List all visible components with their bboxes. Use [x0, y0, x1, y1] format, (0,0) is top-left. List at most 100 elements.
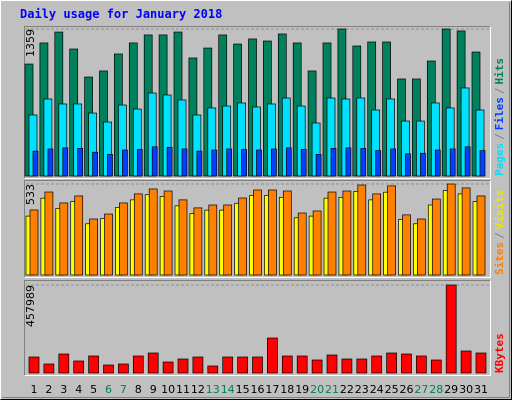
bar [371, 355, 383, 374]
bar [267, 337, 278, 374]
panel-frame [24, 280, 491, 376]
x-tick-label: 30 [459, 383, 473, 396]
x-tick-label: 13 [206, 383, 220, 396]
bar [464, 146, 471, 177]
bar [417, 218, 426, 276]
legend-entry: Hits [493, 58, 506, 85]
bar [360, 148, 367, 177]
bar [375, 150, 382, 177]
bar [479, 150, 486, 177]
bar [445, 284, 457, 374]
bar [312, 210, 322, 276]
bar [281, 355, 293, 374]
bar [253, 189, 262, 276]
bar [420, 152, 426, 177]
bar [119, 202, 128, 276]
bar [88, 355, 99, 374]
x-tick-label: 27 [414, 383, 428, 396]
bar [107, 154, 113, 177]
bar [372, 193, 382, 276]
bar [405, 153, 411, 177]
x-tick-label: 4 [75, 383, 82, 396]
legend-entry: KBytes [493, 333, 506, 373]
legend-separator: / [493, 232, 506, 239]
bar [430, 359, 442, 374]
bar [178, 199, 188, 276]
bar [73, 360, 85, 374]
bar [357, 184, 367, 276]
legend-separator: / [493, 133, 506, 140]
bar [223, 204, 233, 276]
bar [460, 350, 472, 374]
bar [192, 356, 204, 374]
bar [342, 190, 352, 276]
bar [345, 147, 352, 177]
bar [166, 146, 173, 177]
x-tick-label: 9 [150, 383, 157, 396]
bar [401, 353, 412, 374]
x-tick-label: 5 [90, 383, 97, 396]
bar [434, 149, 441, 177]
bar [222, 356, 234, 374]
bar [59, 202, 69, 276]
legend-separator: / [493, 87, 506, 94]
x-tick-label: 12 [191, 383, 205, 396]
legend: KBytes [493, 333, 506, 373]
bar [162, 361, 174, 374]
x-tick-label: 26 [400, 383, 414, 396]
x-tick-label: 15 [236, 383, 250, 396]
bar [282, 190, 292, 276]
x-tick-label: 10 [161, 383, 175, 396]
x-tick-label: 1 [31, 383, 38, 396]
x-tick-label: 17 [265, 383, 279, 396]
legend-entry: Files [493, 97, 506, 130]
bar [431, 198, 441, 276]
bar [300, 149, 307, 177]
bar [151, 146, 158, 177]
panel-frame [24, 180, 491, 278]
chart-title: Daily usage for January 2018 [20, 7, 222, 21]
bar [181, 148, 188, 177]
bar [330, 148, 337, 177]
bar [475, 352, 487, 374]
bar [226, 148, 233, 177]
x-tick-label: 31 [474, 383, 488, 396]
bar [341, 358, 353, 374]
bar [327, 191, 337, 276]
x-tick-label: 3 [60, 383, 67, 396]
bar [241, 149, 247, 177]
x-tick-label: 14 [221, 383, 235, 396]
bar [74, 195, 84, 276]
bar [211, 149, 218, 177]
bar [326, 354, 338, 374]
bar [476, 195, 486, 276]
bar [43, 363, 55, 374]
x-tick-label: 24 [370, 383, 384, 396]
x-tick-label: 19 [295, 383, 309, 396]
bar [237, 356, 248, 374]
bar [268, 189, 277, 276]
bar [416, 355, 427, 374]
panel-frame [24, 180, 491, 278]
bar [118, 363, 129, 374]
panel-frame [24, 280, 491, 376]
bar [92, 151, 98, 177]
bar [387, 185, 396, 276]
bar [390, 148, 396, 177]
bar [147, 352, 159, 374]
bar [285, 147, 292, 177]
bar [148, 188, 158, 276]
bar [461, 187, 471, 276]
x-tick-label: 25 [385, 383, 399, 396]
bar [163, 190, 173, 276]
bar [104, 213, 113, 276]
bar [311, 359, 323, 374]
x-tick-label: 16 [251, 383, 265, 396]
x-tick-label: 6 [105, 383, 112, 396]
panel-frame [24, 26, 491, 179]
legend-entry: Sites [493, 242, 506, 275]
legend-entry: Pages [493, 143, 506, 176]
x-tick-label: 18 [280, 383, 294, 396]
